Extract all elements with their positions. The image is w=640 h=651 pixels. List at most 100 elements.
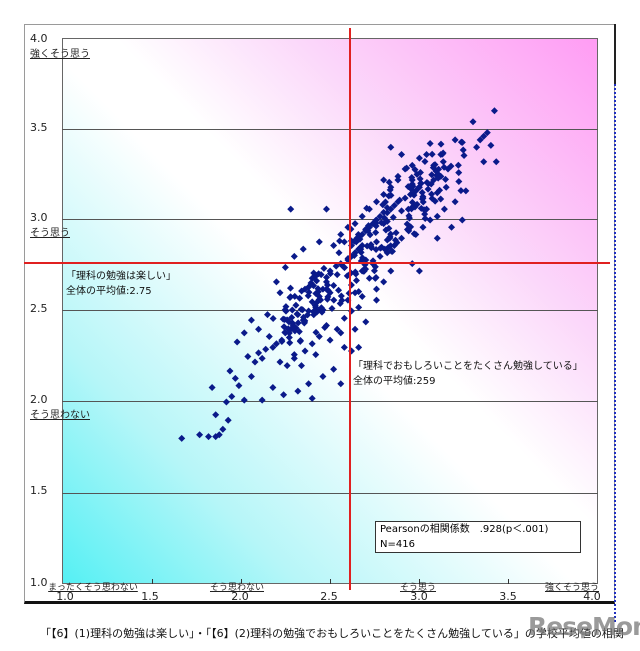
- data-point: [205, 433, 213, 441]
- data-point: [379, 201, 387, 209]
- data-point: [208, 383, 216, 391]
- n-label: N=416: [380, 539, 415, 550]
- data-point: [315, 238, 323, 246]
- data-point: [296, 337, 304, 345]
- x-tick-1-0: 1.0: [56, 590, 74, 603]
- data-point: [415, 154, 423, 162]
- data-point: [340, 343, 348, 351]
- data-point: [326, 270, 334, 278]
- data-point: [196, 431, 204, 439]
- data-point: [373, 296, 381, 304]
- data-point: [373, 238, 381, 246]
- data-point: [362, 318, 370, 326]
- data-point: [373, 285, 381, 293]
- data-point: [312, 271, 320, 279]
- data-point: [297, 362, 305, 370]
- data-point: [403, 164, 411, 172]
- data-point: [299, 306, 307, 314]
- y-tick-3-5: 3.5: [30, 121, 48, 134]
- data-point: [290, 351, 298, 359]
- y-category-disagree: そう思わない: [30, 410, 90, 421]
- data-point: [371, 274, 379, 282]
- data-point: [269, 383, 277, 391]
- data-point: [294, 319, 302, 327]
- data-point: [290, 354, 298, 362]
- data-point: [255, 325, 263, 333]
- x-mean-line: [349, 28, 351, 590]
- x-mean-annotation: 「理科でおもしろいことをたくさん勉強している」 全体の平均値:259: [353, 359, 583, 389]
- y-tick-2-0: 2.0: [30, 393, 48, 406]
- data-point: [440, 163, 448, 171]
- data-point: [282, 307, 290, 315]
- frame-blue-dotted-border: [614, 84, 618, 622]
- y-tick-3-0: 3.0: [30, 211, 48, 224]
- gridline-3-5: [62, 129, 598, 130]
- data-point: [228, 393, 236, 401]
- data-point: [410, 230, 418, 238]
- data-point: [276, 289, 284, 297]
- data-point: [380, 208, 388, 216]
- data-point: [330, 365, 338, 373]
- data-point: [285, 334, 293, 342]
- data-point: [310, 311, 318, 319]
- data-point: [389, 213, 397, 221]
- data-point: [231, 374, 239, 382]
- data-point: [387, 242, 395, 250]
- data-point: [288, 314, 296, 322]
- data-point: [222, 398, 230, 406]
- data-point: [387, 191, 395, 199]
- data-point: [280, 391, 288, 399]
- data-point: [330, 296, 338, 304]
- data-point: [287, 293, 295, 301]
- data-point: [262, 345, 270, 353]
- data-point: [358, 212, 366, 220]
- data-point: [435, 171, 443, 179]
- y-category-strongly-agree: 強くそう思う: [30, 49, 90, 60]
- data-point: [405, 212, 413, 220]
- data-point: [404, 183, 412, 191]
- data-point: [337, 329, 345, 337]
- data-point: [398, 234, 406, 242]
- data-point: [396, 196, 404, 204]
- x-tickmark: [152, 579, 153, 584]
- data-point: [272, 278, 280, 286]
- data-point: [276, 358, 284, 366]
- data-point: [433, 234, 441, 242]
- data-point: [380, 278, 388, 286]
- data-point: [426, 140, 434, 148]
- data-point: [363, 204, 371, 212]
- data-point: [398, 207, 406, 215]
- data-point: [404, 226, 412, 234]
- data-point: [280, 323, 288, 331]
- data-point: [328, 305, 336, 313]
- data-point: [335, 286, 343, 294]
- x-tick-2-5: 2.5: [320, 590, 338, 603]
- data-point: [352, 277, 360, 285]
- data-point: [317, 304, 325, 312]
- data-point: [387, 267, 395, 275]
- data-point: [390, 201, 398, 209]
- data-point: [312, 351, 320, 359]
- data-point: [319, 285, 327, 293]
- data-point: [323, 273, 331, 281]
- data-point: [336, 237, 344, 245]
- data-point: [421, 210, 429, 218]
- data-point: [333, 271, 341, 279]
- data-point: [365, 222, 373, 230]
- data-point: [380, 176, 388, 184]
- data-point: [401, 194, 409, 202]
- data-point: [428, 150, 436, 158]
- data-point: [352, 270, 360, 278]
- data-point: [436, 186, 444, 194]
- y-mean-line: [24, 262, 610, 264]
- data-point: [287, 205, 295, 213]
- data-point: [330, 241, 338, 249]
- data-point: [255, 349, 263, 357]
- data-point: [413, 170, 421, 178]
- data-point: [323, 281, 331, 289]
- data-point: [323, 295, 331, 303]
- y-tick-1-0: 1.0: [30, 576, 48, 589]
- data-point: [433, 212, 441, 220]
- data-point: [385, 234, 393, 242]
